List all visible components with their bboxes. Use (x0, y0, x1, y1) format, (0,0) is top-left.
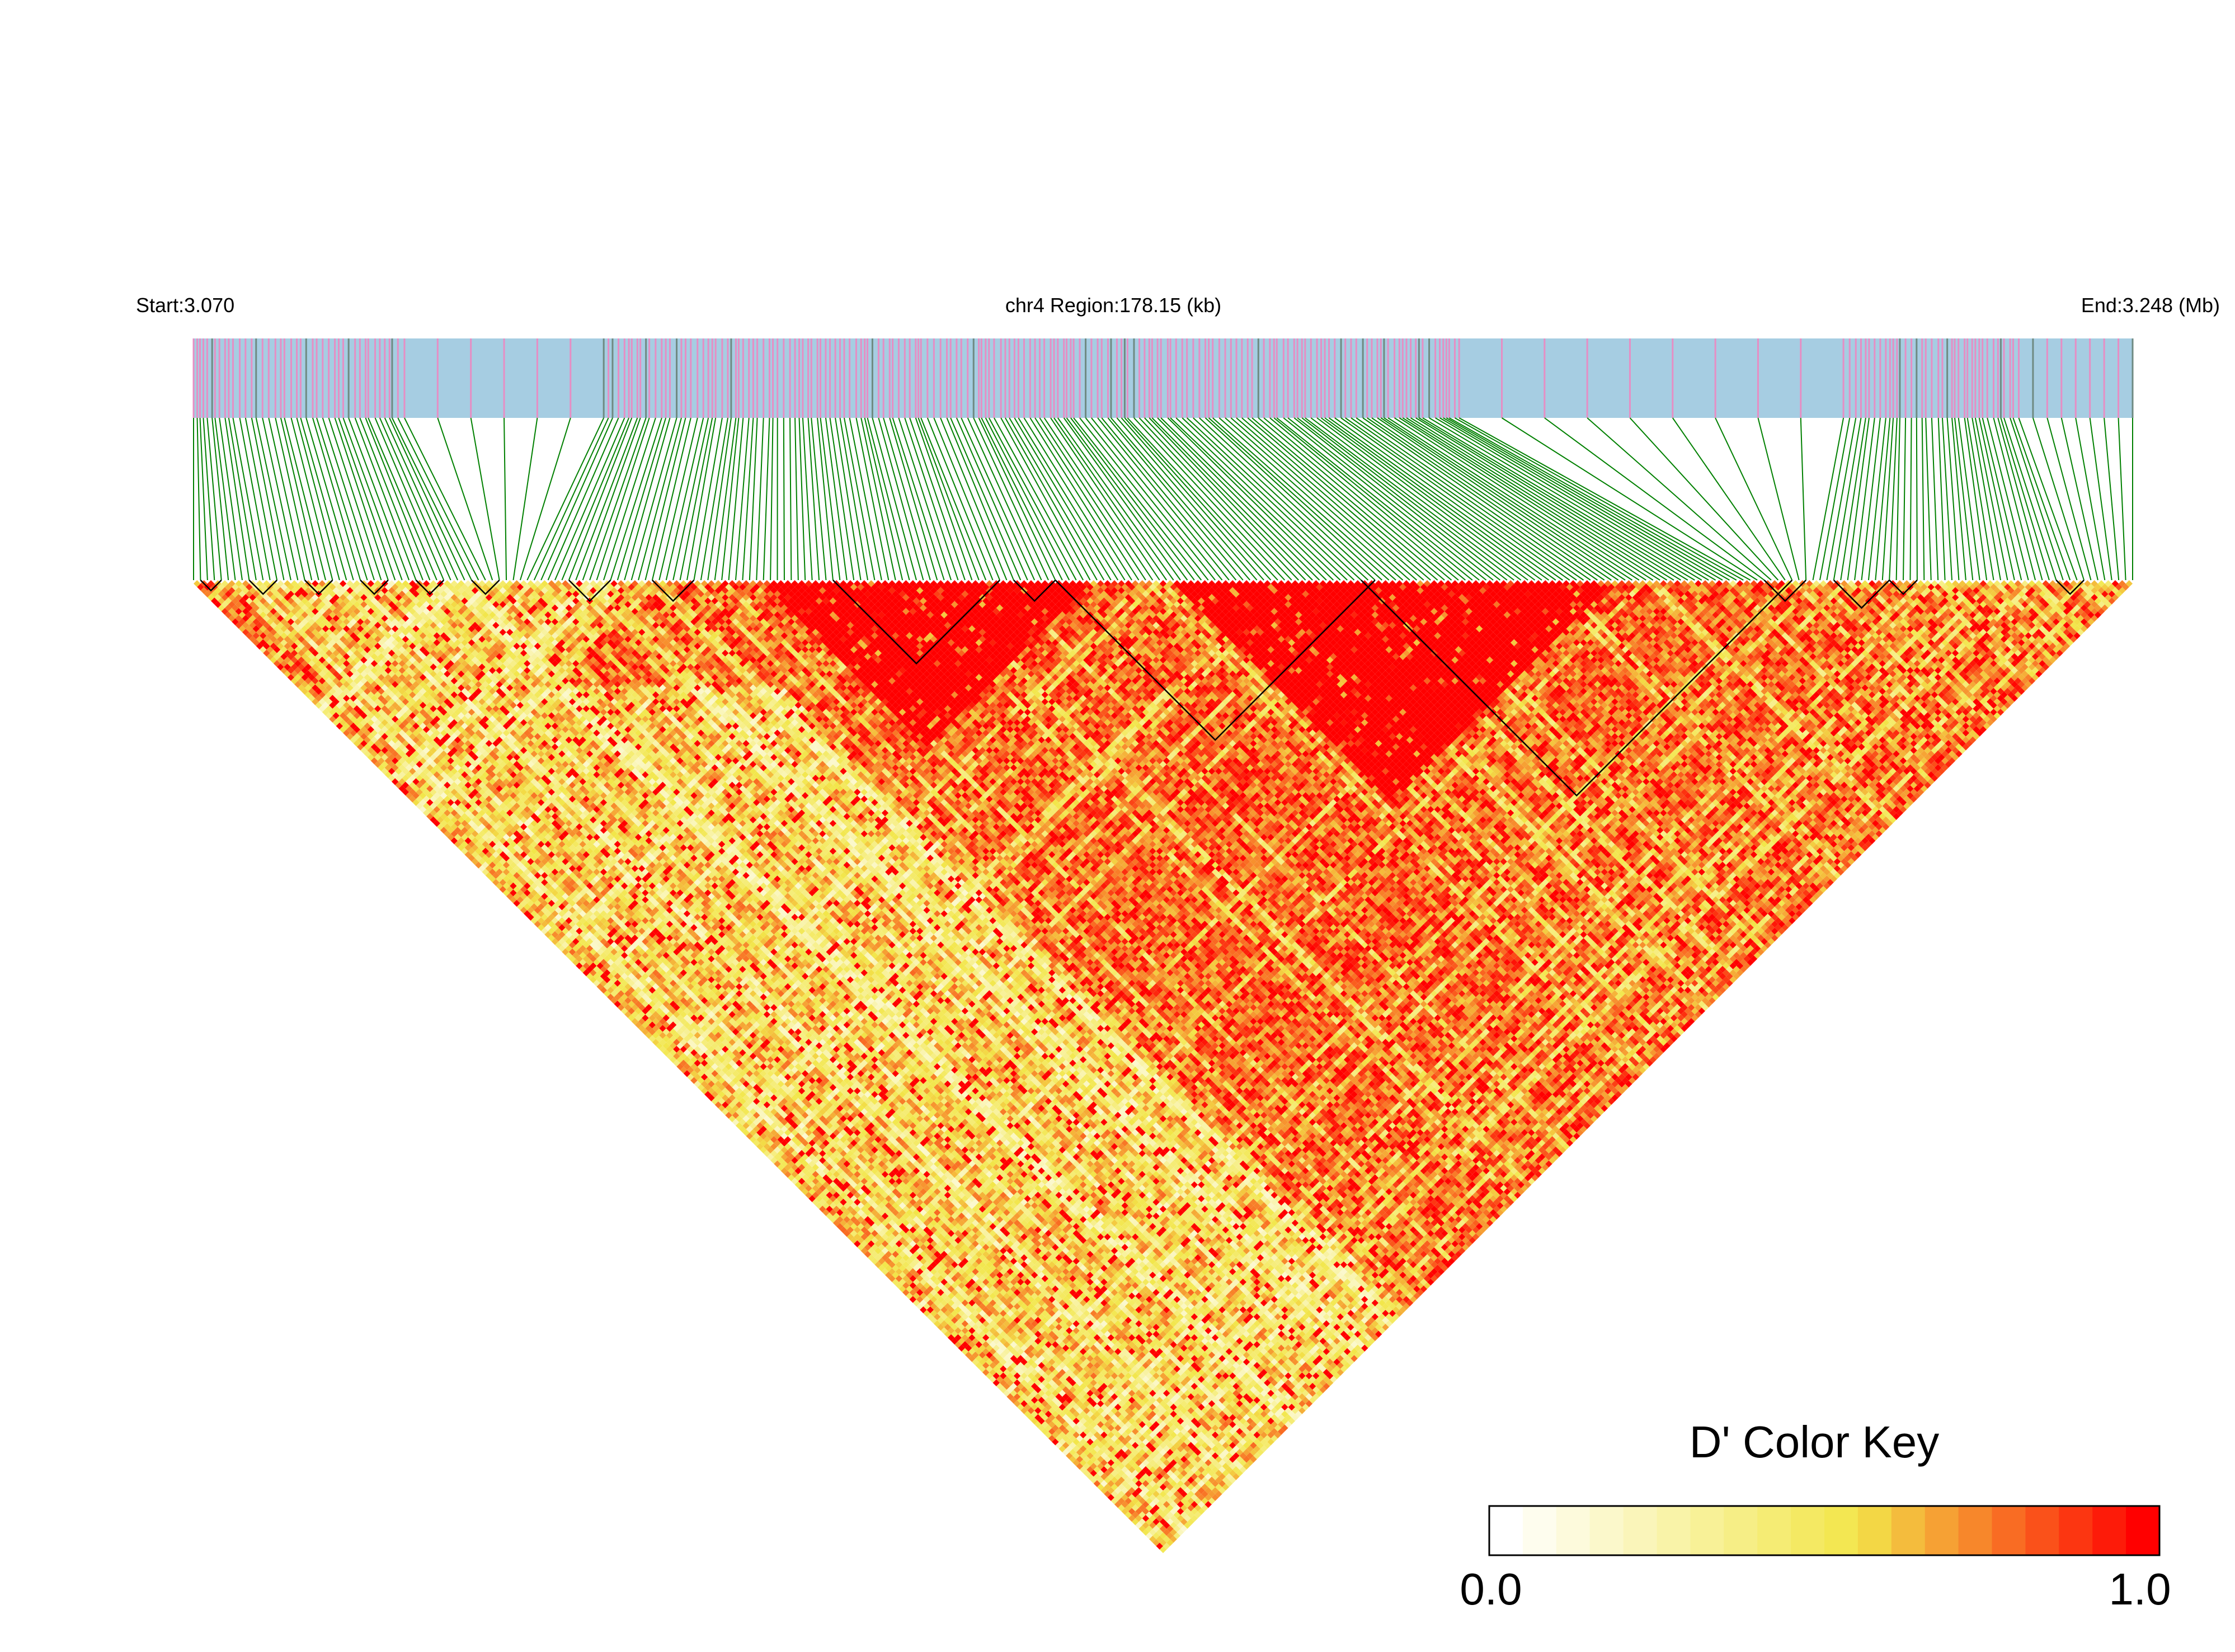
snp-connector-line (1820, 418, 1850, 580)
snp-connector-line (291, 418, 333, 580)
snp-connector-line (1231, 418, 1417, 580)
snp-connector-line (343, 418, 402, 580)
region-title-label: chr4 Region:178.15 (kb) (1005, 294, 1221, 317)
snp-connector-line (1018, 418, 1118, 580)
snp-connector-line (2033, 418, 2084, 580)
snp-connector-line (1926, 418, 1931, 580)
snp-connector-line (951, 418, 1020, 580)
snp-connector-line (513, 418, 537, 580)
snp-connector-line (275, 418, 312, 580)
snp-connector-line (576, 418, 637, 580)
snp-connector-line (1630, 418, 1778, 580)
snp-connector-line (1910, 418, 1911, 580)
snp-connector-line (736, 418, 749, 580)
snp-connector-line (2119, 418, 2126, 580)
ld-heatmap-cells (194, 580, 2133, 1553)
snp-connector-line (1403, 418, 1660, 580)
snp-connector-line (1124, 418, 1271, 580)
snp-connector-line (1813, 418, 1844, 580)
region-start-label: Start:3.070 (136, 294, 234, 317)
snp-connector-line (229, 418, 256, 580)
snp-connector-line (471, 418, 500, 580)
snp-connector-line (365, 418, 430, 580)
snp-connector-line (1149, 418, 1305, 580)
snp-connector-line (219, 418, 242, 580)
snp-connector-line (830, 418, 854, 580)
snp-connector-line (756, 418, 763, 580)
snp-connector-line (1965, 418, 1987, 580)
snp-connector-line (2047, 418, 2091, 580)
snp-connector-line (504, 418, 506, 580)
snp-connector-line (1993, 418, 2035, 580)
snp-connector-line (215, 418, 235, 580)
snp-connector-line (1801, 418, 1806, 580)
snp-connector-line (200, 418, 208, 580)
snp-connector-line (1715, 418, 1792, 580)
snp-track-background (194, 338, 2133, 418)
snp-connector-line (1998, 418, 2042, 580)
snp-connector-line (1225, 418, 1410, 580)
snp-connector-line (300, 418, 346, 580)
snp-connector-line (1922, 418, 1925, 580)
snp-connector-line (240, 418, 270, 580)
snp-connector-line (770, 418, 773, 580)
snp-connector-line (197, 418, 201, 580)
snp-connector-line (973, 418, 1048, 580)
snp-connector-line (1161, 418, 1326, 580)
snp-connector-line (2010, 418, 2063, 580)
snp-connector-line (872, 418, 916, 580)
snp-connector-lines (194, 418, 2133, 580)
snp-connector-line (1419, 418, 1688, 580)
snp-connector-line (392, 418, 472, 580)
snp-connector-line (380, 418, 451, 580)
snp-connector-line (1889, 418, 1897, 580)
snp-connector-line (1187, 418, 1361, 580)
snp-connector-line (1897, 418, 1900, 580)
snp-connector-line (360, 418, 423, 580)
snp-connector-line (404, 418, 486, 580)
snp-connector-line (968, 418, 1042, 580)
snp-connector-line (437, 418, 492, 580)
snp-connector-line (919, 418, 979, 580)
region-end-label: End:3.248 (Mb) (2081, 294, 2220, 317)
snp-connector-line (297, 418, 340, 580)
snp-connector-line (1236, 418, 1424, 580)
snp-connector-line (764, 418, 770, 580)
snp-connector-line (795, 418, 798, 580)
snp-connector-line (2104, 418, 2119, 580)
snp-connector-line (569, 418, 632, 580)
snp-connector-line (1841, 418, 1866, 580)
snp-connector-line (548, 418, 619, 580)
snp-connector-line (868, 418, 910, 580)
snp-connector-line (1406, 418, 1667, 580)
snp-connector-line (1983, 418, 2022, 580)
snp-connector-line (1758, 418, 1799, 580)
snp-connector-line (1848, 418, 1869, 580)
snp-connector-line (835, 418, 861, 580)
snp-track (194, 338, 2133, 418)
snp-connector-line (1673, 418, 1785, 580)
snp-connector-line (1903, 418, 1905, 580)
snp-connector-line (385, 418, 458, 580)
snp-connector-line (790, 418, 791, 580)
snp-connector-line (1932, 418, 1938, 580)
snp-connector-line (541, 418, 613, 580)
snp-connector-line (750, 418, 757, 580)
snp-connector-line (638, 418, 681, 580)
snp-connector-line (317, 418, 368, 580)
snp-connector-line (742, 418, 753, 580)
snp-connector-line (921, 418, 986, 580)
snp-connector-line (1834, 418, 1861, 580)
snp-connector-line (1827, 418, 1856, 580)
snp-connector-line (1502, 418, 1758, 580)
snp-connector-line (335, 418, 388, 580)
